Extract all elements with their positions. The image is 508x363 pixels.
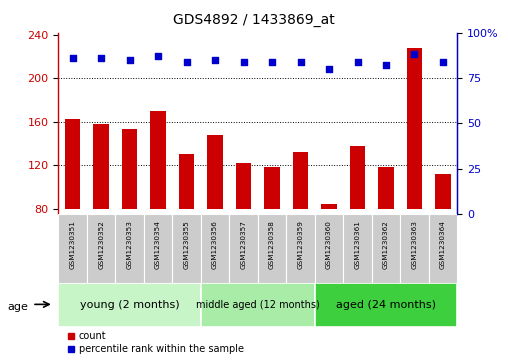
Bar — [315, 214, 343, 283]
Text: aged (24 months): aged (24 months) — [336, 300, 436, 310]
Text: GDS4892 / 1433869_at: GDS4892 / 1433869_at — [173, 13, 335, 27]
Text: GSM1230351: GSM1230351 — [70, 220, 76, 269]
Legend: count, percentile rank within the sample: count, percentile rank within the sample — [64, 327, 248, 358]
Bar — [264, 167, 280, 209]
Text: young (2 months): young (2 months) — [80, 300, 179, 310]
Bar — [429, 214, 457, 283]
Text: GSM1230354: GSM1230354 — [155, 220, 161, 269]
Text: GSM1230359: GSM1230359 — [298, 220, 304, 269]
Bar — [400, 214, 429, 283]
Bar — [179, 154, 195, 209]
Point — [268, 59, 276, 65]
Point — [125, 57, 134, 63]
Bar — [321, 204, 337, 209]
Point — [325, 66, 333, 72]
Bar — [150, 111, 166, 209]
Bar — [258, 214, 287, 283]
Bar — [65, 119, 80, 209]
Bar — [87, 214, 115, 283]
Text: GSM1230353: GSM1230353 — [126, 220, 133, 269]
Bar — [201, 214, 229, 283]
Bar — [236, 163, 251, 209]
Text: GSM1230358: GSM1230358 — [269, 220, 275, 269]
Text: GSM1230352: GSM1230352 — [98, 220, 104, 269]
Bar — [58, 283, 201, 327]
Text: GSM1230357: GSM1230357 — [241, 220, 246, 269]
Bar — [435, 174, 451, 209]
Point — [211, 57, 219, 63]
Bar — [287, 214, 315, 283]
Point — [69, 55, 77, 61]
Text: GSM1230360: GSM1230360 — [326, 220, 332, 269]
Text: GSM1230363: GSM1230363 — [411, 220, 418, 269]
Text: GSM1230356: GSM1230356 — [212, 220, 218, 269]
Bar — [350, 146, 365, 209]
Point — [97, 55, 105, 61]
Bar — [229, 214, 258, 283]
Bar — [406, 48, 422, 209]
Bar — [343, 214, 372, 283]
Bar — [93, 124, 109, 209]
Text: middle aged (12 months): middle aged (12 months) — [196, 300, 320, 310]
Point — [354, 59, 362, 65]
Point — [297, 59, 305, 65]
Text: GSM1230362: GSM1230362 — [383, 220, 389, 269]
Bar — [207, 135, 223, 209]
Point — [382, 62, 390, 68]
Text: GSM1230355: GSM1230355 — [183, 220, 189, 269]
Text: age: age — [8, 302, 28, 312]
Bar — [122, 129, 138, 209]
Bar — [172, 214, 201, 283]
Bar — [378, 167, 394, 209]
Point — [154, 53, 162, 59]
Text: GSM1230361: GSM1230361 — [355, 220, 361, 269]
Bar — [58, 214, 87, 283]
Bar — [144, 214, 172, 283]
Bar — [372, 214, 400, 283]
Text: GSM1230364: GSM1230364 — [440, 220, 446, 269]
Point — [239, 59, 247, 65]
Bar — [201, 283, 315, 327]
Point — [410, 52, 419, 57]
Point — [439, 59, 447, 65]
Bar — [115, 214, 144, 283]
Bar — [315, 283, 457, 327]
Point — [182, 59, 190, 65]
Bar — [293, 152, 308, 209]
